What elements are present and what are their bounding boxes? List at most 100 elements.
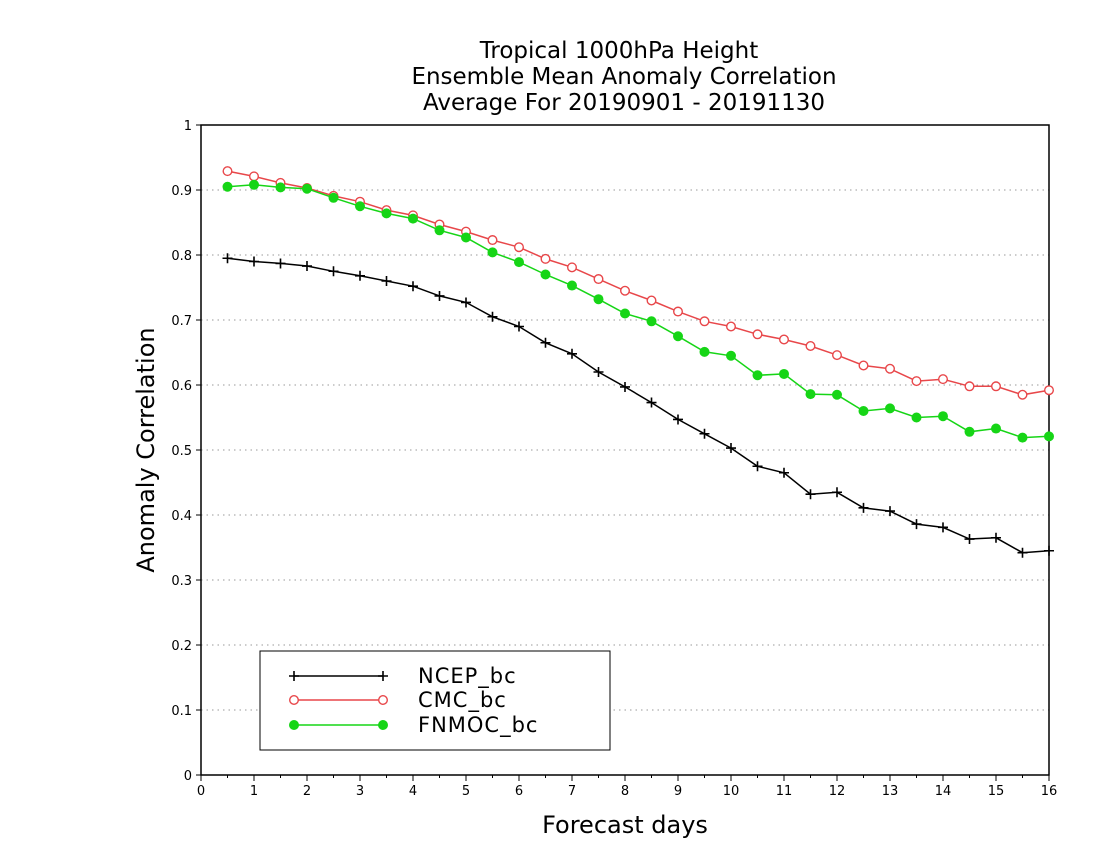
data-point-fnmoc (461, 232, 471, 243)
y-tick-label: 0.2 (171, 639, 192, 654)
data-point-fnmoc (911, 412, 922, 423)
legend-marker-fnmoc (289, 720, 299, 730)
data-point-fnmoc (832, 389, 842, 400)
y-tick-label: 0.3 (171, 574, 192, 589)
x-tick-label: 15 (988, 784, 1005, 799)
title-line-2: Ensemble Mean Anomaly Correlation (411, 64, 836, 90)
x-tick-label: 5 (462, 784, 470, 799)
x-tick-label: 2 (303, 784, 311, 799)
x-tick-label: 16 (1041, 784, 1058, 799)
y-tick-label: 0.7 (171, 314, 192, 329)
data-point-fnmoc (938, 411, 948, 422)
data-point-fnmoc (434, 225, 445, 236)
x-tick-label: 8 (621, 784, 629, 799)
x-axis-label: Forecast days (542, 811, 708, 839)
x-tick-label: 1 (250, 784, 258, 799)
x-tick-label: 12 (829, 784, 846, 799)
data-point-ncep (858, 502, 869, 513)
data-point-fnmoc (381, 208, 392, 219)
data-point-ncep (832, 487, 842, 498)
data-point-ncep (408, 281, 418, 292)
data-point-fnmoc (275, 182, 286, 193)
series-cmc (222, 166, 1054, 400)
data-point-cmc (248, 171, 259, 182)
chart-title: Tropical 1000hPa Height Ensemble Mean An… (411, 38, 836, 116)
x-tick-label: 14 (935, 784, 952, 799)
legend-marker-fnmoc (378, 720, 388, 730)
data-point-fnmoc (805, 389, 816, 400)
data-point-ncep (911, 519, 922, 530)
data-point-cmc (832, 350, 843, 361)
legend-label-cmc: CMC_bc (418, 688, 507, 713)
data-point-ncep (1017, 547, 1028, 558)
legend-label-fnmoc: FNMOC_bc (418, 713, 538, 738)
data-point-ncep (514, 321, 524, 332)
series-group (222, 166, 1054, 558)
data-point-fnmoc (540, 269, 551, 280)
data-point-ncep (487, 311, 498, 322)
data-point-fnmoc (885, 403, 895, 414)
x-tick-label: 7 (568, 784, 576, 799)
data-point-fnmoc (620, 308, 630, 319)
data-point-fnmoc (779, 368, 789, 379)
data-point-ncep (646, 397, 657, 408)
x-tick-label: 6 (515, 784, 523, 799)
title-line-3: Average For 20190901 - 20191130 (423, 90, 825, 116)
data-point-ncep (461, 297, 471, 308)
data-point-fnmoc (222, 181, 233, 192)
y-tick-label: 0.1 (171, 704, 192, 719)
data-point-cmc (699, 316, 710, 327)
data-point-cmc (779, 334, 790, 345)
data-point-cmc (222, 166, 233, 177)
x-tick-label: 4 (409, 784, 417, 799)
data-point-ncep (275, 258, 286, 269)
data-point-ncep (938, 522, 948, 533)
data-point-fnmoc (752, 370, 763, 381)
data-point-fnmoc (964, 426, 975, 437)
data-point-fnmoc (328, 192, 339, 203)
data-point-cmc (885, 363, 896, 374)
data-point-fnmoc (858, 406, 869, 416)
data-point-fnmoc (1044, 431, 1054, 442)
data-point-ncep (779, 467, 789, 478)
data-point-ncep (1044, 545, 1054, 556)
data-point-ncep (620, 381, 630, 392)
data-point-cmc (1017, 389, 1028, 400)
data-point-ncep (355, 270, 365, 281)
legend-marker-cmc (289, 695, 300, 706)
data-point-ncep (567, 348, 577, 359)
data-point-ncep (302, 261, 312, 272)
data-point-cmc (911, 376, 922, 387)
y-tick-label: 0.6 (171, 379, 192, 394)
data-point-ncep (593, 367, 604, 377)
data-point-cmc (514, 242, 525, 253)
data-point-cmc (540, 253, 551, 264)
legend-entries (289, 671, 389, 730)
y-tick-label: 0.9 (171, 184, 192, 199)
data-point-fnmoc (567, 280, 577, 291)
series-ncep (222, 253, 1054, 558)
data-point-ncep (381, 276, 392, 286)
series-line-ncep (227, 257, 1050, 554)
series-line-cmc (227, 170, 1050, 396)
data-point-cmc (487, 235, 498, 246)
data-point-cmc (858, 360, 869, 371)
data-point-fnmoc (408, 213, 418, 224)
x-tick-label: 11 (776, 784, 793, 799)
x-tick-label: 10 (723, 784, 740, 799)
data-point-cmc (726, 321, 737, 332)
x-tick-label: 13 (882, 784, 899, 799)
data-point-ncep (222, 253, 233, 264)
data-point-fnmoc (249, 179, 259, 190)
data-point-fnmoc (646, 316, 657, 327)
data-point-cmc (805, 341, 816, 352)
y-tick-label: 0 (184, 769, 192, 784)
data-point-cmc (991, 381, 1002, 392)
data-point-fnmoc (726, 350, 736, 361)
data-point-ncep (726, 443, 736, 454)
data-point-fnmoc (487, 247, 498, 258)
x-tick-label: 0 (197, 784, 205, 799)
data-point-cmc (673, 306, 684, 317)
grid (201, 189, 1049, 711)
